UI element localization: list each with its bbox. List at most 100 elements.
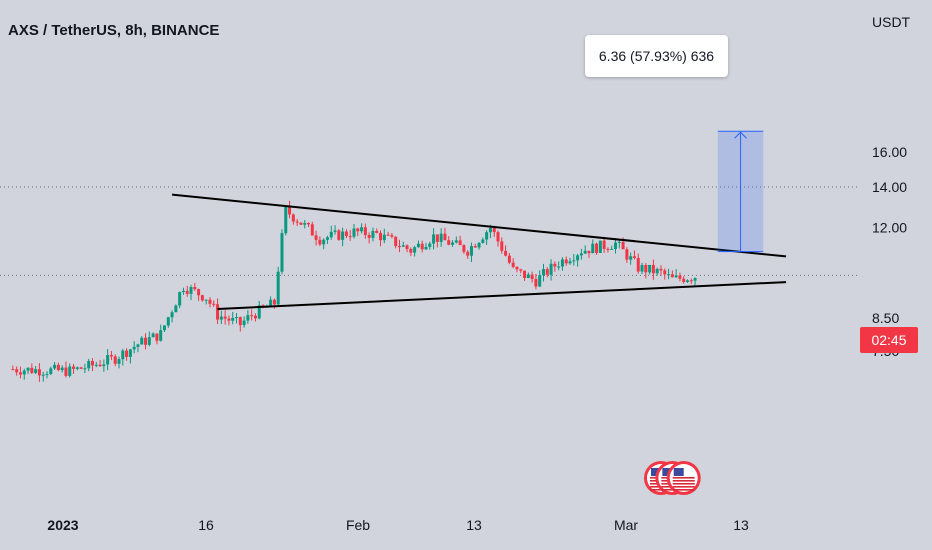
candle-body [253, 315, 257, 319]
candle-body [295, 221, 299, 223]
candle-body [678, 275, 682, 279]
candle-body [37, 369, 41, 376]
candle-body [185, 290, 189, 294]
x-tick-label: Feb [346, 517, 370, 533]
candle-body [45, 373, 49, 375]
candle-body [102, 364, 106, 367]
candle-body [204, 299, 208, 301]
trendline-upper[interactable] [171, 193, 787, 258]
candle-body [386, 234, 390, 236]
candle-body [291, 214, 295, 222]
candle-body [200, 295, 204, 301]
candle-body [496, 232, 500, 242]
candle-body [447, 240, 451, 245]
candle-body [159, 330, 163, 341]
candle-body [11, 369, 15, 371]
measure-arrow-head [734, 131, 747, 139]
candle-body [598, 240, 602, 253]
candle-body [424, 246, 428, 250]
candle-body [481, 239, 485, 243]
candle-body [310, 224, 314, 236]
candle-body [337, 230, 341, 240]
candle-body [629, 256, 633, 260]
candle-body [348, 236, 352, 238]
candle-body [439, 233, 443, 242]
candle-body [576, 255, 580, 261]
y-tick-label: 16.00 [872, 144, 907, 160]
candle-body [257, 305, 261, 319]
candle-body [560, 259, 564, 267]
candle-body [572, 260, 576, 262]
candle-body [541, 269, 545, 276]
candle-body [151, 333, 155, 338]
candle-body [526, 274, 530, 278]
candle-body [219, 316, 223, 320]
candle-body [53, 364, 57, 369]
candle-body [170, 312, 174, 318]
flag-stripe [672, 483, 695, 485]
candle-body [56, 364, 60, 371]
candle-body [375, 230, 379, 233]
candle-body [197, 289, 201, 296]
candle-body [299, 222, 303, 225]
candle-body [318, 239, 322, 245]
candle-body [568, 261, 572, 264]
candle-body [504, 250, 508, 256]
y-tick-label: 8.50 [872, 310, 899, 326]
chart-title: AXS / TetherUS, 8h, BINANCE [8, 22, 220, 39]
candle-body [595, 243, 599, 253]
candle-body [428, 243, 432, 247]
candle-body [606, 248, 610, 250]
candle-body [473, 246, 477, 248]
candle-body [181, 290, 185, 293]
candle-body [269, 299, 273, 307]
candle-body [614, 242, 617, 249]
candle-body [689, 280, 693, 282]
x-tick-label: 16 [198, 517, 214, 533]
candle-body [485, 232, 489, 240]
candle-body [610, 248, 614, 250]
candle-body [413, 247, 417, 253]
us-flag-event-icon[interactable] [666, 461, 701, 495]
candle-body [549, 263, 553, 275]
candle-body [307, 222, 311, 225]
candle-body [352, 228, 356, 237]
candle-body [394, 236, 398, 247]
candle-body [500, 241, 504, 251]
candle-body [382, 234, 386, 241]
candle-body [147, 337, 151, 345]
candle-body [674, 275, 678, 278]
flag-canton [662, 468, 673, 476]
candle-body [155, 333, 159, 341]
candle-body [34, 369, 38, 373]
candle-body [602, 240, 606, 249]
candle-body [235, 317, 238, 319]
candle-body [113, 356, 117, 364]
candle-body [87, 361, 91, 369]
candle-body [30, 367, 34, 373]
candle-body [128, 349, 132, 357]
flag-stripe [672, 489, 695, 491]
candle-body [617, 241, 621, 243]
candle-body [174, 305, 178, 313]
candle-body [242, 320, 246, 326]
candle-body [178, 292, 182, 306]
candle-body [212, 303, 216, 305]
candle-body [401, 245, 405, 247]
candle-body [360, 227, 364, 232]
trendline-lower[interactable] [217, 281, 787, 311]
candle-body [64, 367, 68, 376]
measure-label: 6.36 (57.93%) 636 [585, 35, 728, 77]
candle-body [75, 367, 79, 369]
candle-body [564, 259, 568, 264]
candle-body [303, 222, 307, 225]
candle-body [469, 246, 473, 256]
candle-body [341, 231, 345, 240]
candle-body [144, 337, 148, 345]
candle-body [238, 317, 242, 326]
candle-body [22, 370, 26, 375]
candle-body [670, 274, 674, 278]
candle-body [693, 278, 697, 281]
